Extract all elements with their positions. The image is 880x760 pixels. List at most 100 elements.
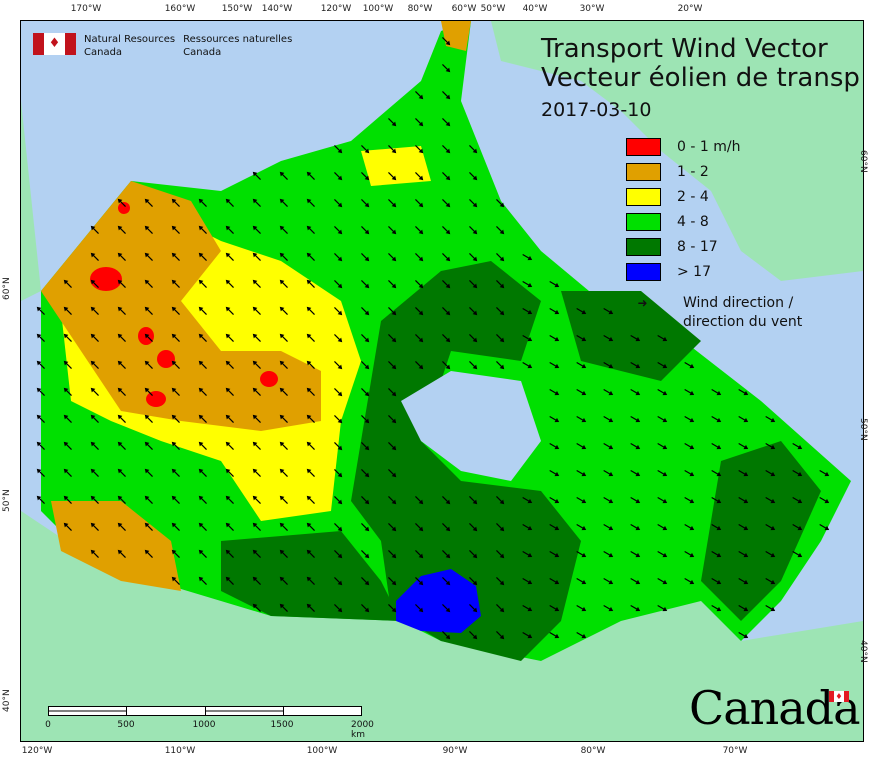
wind-arrow-icon [630,577,641,585]
wind-arrow-icon [442,199,451,208]
wind-arrow-icon [334,172,343,181]
wind-arrow-icon [442,496,451,505]
wind-arrow-icon [603,496,614,504]
wind-arrow-icon [388,199,397,208]
wind-arrow-icon [765,415,776,423]
zone-0-1 [157,350,175,368]
graticule-label: 120°W [21,746,53,756]
wind-arrow-icon [684,469,695,477]
wind-arrow-icon [549,280,560,288]
wind-arrow-icon [711,577,722,585]
zone-0-1 [90,267,122,291]
wind-arrow-icon [765,523,776,531]
legend-label: 8 - 17 [677,238,718,255]
wind-arrow-icon [469,604,478,613]
wind-arrow-icon [225,468,234,477]
wind-arrow-icon [792,496,803,504]
wind-arrow-icon [415,523,424,532]
wind-arrow-icon [361,280,370,289]
wind-arrow-icon [684,550,695,558]
wind-arrow-icon [792,442,803,450]
wind-arrow-icon [252,387,261,396]
wind-arrow-icon [334,523,343,532]
wind-arrow-icon [549,307,560,315]
legend-label: 1 - 2 [677,163,709,180]
wind-arrow-icon [252,468,261,477]
wind-arrow-icon [684,496,695,504]
wind-arrow-icon [171,252,180,261]
wind-arrow-icon [630,388,641,396]
wind-arrow-icon [90,468,99,477]
zone-8-17-maritimes [701,441,821,621]
wind-arrow-icon [334,334,343,343]
wind-arrow-icon [765,550,776,558]
graticule-label: 60°N [2,277,12,300]
agency-name-fr: Ressources naturelles Canada [183,34,293,58]
wind-arrow-icon [90,495,99,504]
wind-arrow-icon [90,549,99,558]
wind-arrow-icon [361,307,370,316]
wind-arrow-icon [442,577,451,586]
wind-arrow-icon [711,550,722,558]
wind-arrow-icon [415,226,424,235]
wind-arrow-icon [279,279,288,288]
wind-arrow-icon [603,577,614,585]
wind-arrow-icon [657,577,668,585]
wind-arrow-icon [630,361,641,369]
wind-arrow-icon [225,441,234,450]
wind-arrow-icon [361,550,370,559]
graticule-label: 170°W [70,4,102,14]
graticule-label: 60°N [858,150,868,173]
legend-swatch [626,212,661,231]
wind-arrow-icon [117,198,126,207]
wind-arrow-icon [496,496,505,505]
wind-arrow-icon [90,441,99,450]
wind-arrow-icon [442,253,451,262]
wind-arrow-icon [198,495,207,504]
wind-arrow-icon [630,523,641,531]
map-title: Transport Wind Vector Vecteur éolien de … [541,35,860,93]
wind-arrow-icon [306,603,315,612]
wind-arrow-icon [469,199,478,208]
wind-arrow-icon [144,360,153,369]
wind-arrow-icon [549,604,560,612]
wind-arrow-icon [496,280,505,289]
wind-arrow-icon [738,523,749,531]
wind-arrow-icon [144,468,153,477]
legend-item: 2 - 4 [626,184,802,209]
wind-arrow-icon [306,522,315,531]
legend: 0 - 1 m/h 1 - 2 2 - 4 4 - 8 8 - 17 > 17 ➜ Wind … [626,134,802,332]
wind-arrow-icon [576,388,587,396]
zone-1-2-south [51,501,181,591]
legend-label: 4 - 8 [677,213,709,230]
wind-arrow-icon [388,442,397,451]
wind-arrow-icon [738,550,749,558]
wind-arrow-icon [63,414,72,423]
wind-arrow-icon [388,334,397,343]
legend-item: > 17 [626,259,802,284]
wind-arrow-icon [279,171,288,180]
wind-arrow-icon [415,253,424,262]
wind-arrow-icon [252,306,261,315]
wind-arrow-icon [442,550,451,559]
wind-arrow-icon [549,631,560,639]
wind-arrow-icon [36,306,45,315]
wind-arrow-icon [388,253,397,262]
wind-arrow-icon [576,442,587,450]
wind-arrow-icon [144,306,153,315]
wind-arrow-icon [334,226,343,235]
canada-wordmark: Canada [689,681,861,735]
wind-arrow-icon [603,388,614,396]
map-frame[interactable]: ♦ Natural Resources Canada Ressources na… [20,20,864,742]
graticule-label: 150°W [221,4,253,14]
wind-arrow-icon [252,225,261,234]
wind-arrow-icon [198,549,207,558]
graticule-label: 120°W [320,4,352,14]
wind-arrow-icon [657,361,668,369]
wind-arrow-icon [279,495,288,504]
wind-arrow-icon [549,469,560,477]
wind-arrow-icon [469,550,478,559]
arrow-icon: ➜ [637,296,648,310]
wind-arrow-icon [306,549,315,558]
graticule-label: 80°W [407,4,433,14]
